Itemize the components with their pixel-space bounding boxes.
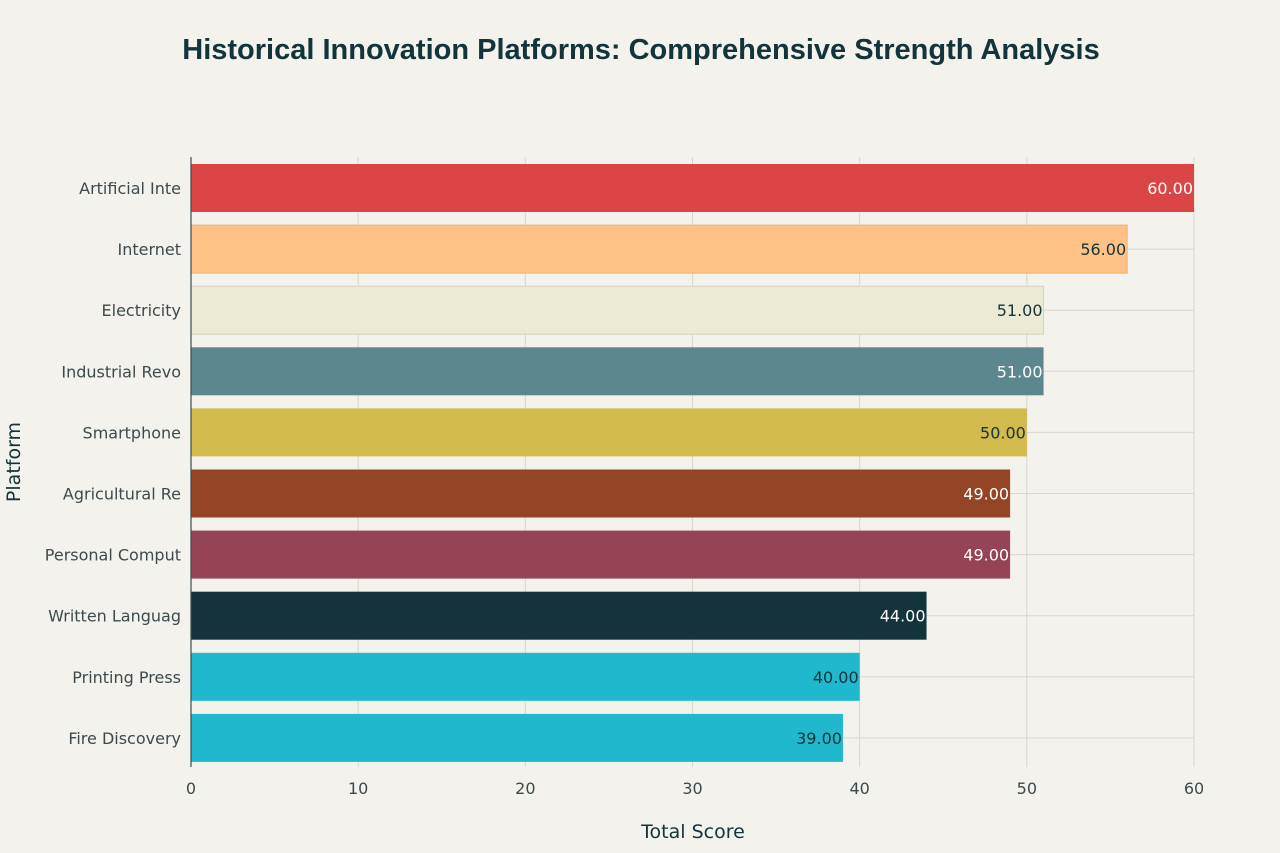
bar[interactable]: [191, 469, 1011, 518]
bar[interactable]: [191, 164, 1194, 212]
x-tick-label: 20: [515, 779, 535, 798]
data-label: 40.00: [813, 668, 859, 687]
x-tick-label: 50: [1017, 779, 1037, 798]
y-tick-label: Printing Press: [72, 668, 181, 687]
data-label: 49.00: [963, 546, 1009, 565]
y-tick-label: Artificial Inte: [79, 179, 181, 198]
data-label: 44.00: [880, 607, 926, 626]
bar[interactable]: [191, 347, 1044, 396]
bar[interactable]: [190, 224, 1128, 274]
y-tick-label: Internet: [117, 240, 181, 259]
bar[interactable]: [190, 285, 1045, 335]
y-tick-label: Electricity: [102, 301, 181, 320]
data-label: 51.00: [997, 362, 1043, 381]
x-tick-label: 40: [849, 779, 869, 798]
y-tick-label: Written Languag: [48, 607, 181, 626]
x-tick-label: 30: [682, 779, 702, 798]
y-tick-label: Agricultural Re: [63, 485, 181, 504]
axes: Artificial Inte Internet Electricity Indust…: [45, 157, 1204, 798]
bar[interactable]: [191, 652, 860, 701]
data-label: 50.00: [980, 423, 1026, 442]
y-tick-label: Smartphone: [83, 423, 181, 442]
y-tick-label: Personal Comput: [45, 546, 181, 565]
data-label: 49.00: [963, 485, 1009, 504]
chart-title: Historical Innovation Platforms: Compreh…: [182, 34, 1100, 66]
x-tick-label: 0: [186, 779, 196, 798]
data-label: 60.00: [1147, 179, 1193, 198]
bar[interactable]: [191, 408, 1027, 457]
y-tick-label: Industrial Revo: [61, 362, 181, 381]
x-axis-title: Total Score: [640, 821, 745, 843]
data-label: 51.00: [997, 301, 1043, 320]
y-axis-title: Platform: [3, 422, 25, 502]
y-tick-label: Fire Discovery: [68, 729, 181, 748]
data-label: 56.00: [1080, 240, 1126, 259]
x-tick-label: 60: [1184, 779, 1204, 798]
bar[interactable]: [191, 591, 927, 640]
data-label: 39.00: [796, 729, 842, 748]
bar[interactable]: [191, 713, 843, 762]
bars: 60.00 56.00 51.00 51.00 50.00 49.00 49.00 44.00…: [190, 164, 1194, 762]
x-tick-label: 10: [348, 779, 368, 798]
bar[interactable]: [191, 530, 1011, 579]
